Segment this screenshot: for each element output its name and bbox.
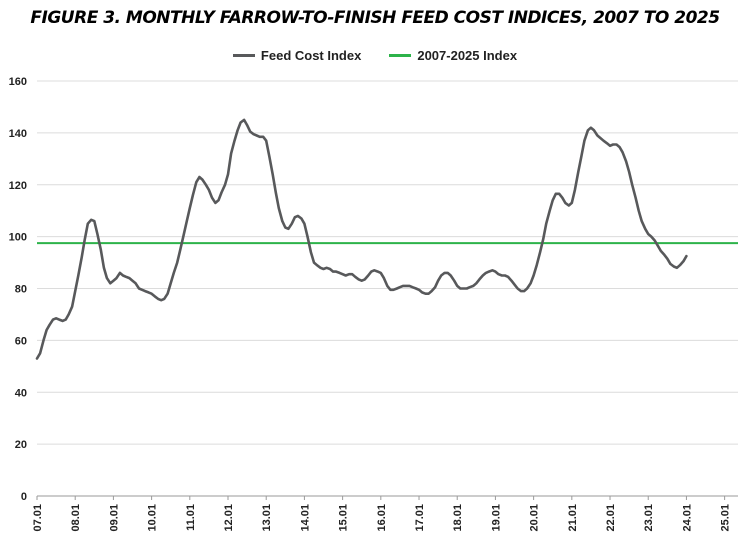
chart-title: FIGURE 3. MONTHLY FARROW-TO-FINISH FEED … xyxy=(30,8,720,28)
x-tick-label: 17.01 xyxy=(414,504,426,532)
y-tick-label: 100 xyxy=(9,232,27,244)
x-tick-label: 10.01 xyxy=(147,504,159,532)
x-tick-label: 18.01 xyxy=(452,504,464,532)
y-tick-label: 20 xyxy=(15,439,27,451)
x-tick-label: 11.01 xyxy=(185,504,197,531)
x-tick-label: 25.01 xyxy=(720,504,732,532)
y-tick-label: 140 xyxy=(9,128,27,140)
legend-item-average-index: 2007-2025 Index xyxy=(389,48,517,63)
y-tick-label: 80 xyxy=(15,284,27,296)
x-tick-label: 13.01 xyxy=(261,504,273,532)
x-tick-label: 21.01 xyxy=(567,504,579,532)
y-tick-label: 120 xyxy=(9,180,27,192)
x-tick-label: 14.01 xyxy=(299,504,311,532)
chart-legend: Feed Cost Index 2007-2025 Index xyxy=(0,48,750,63)
x-tick-label: 15.01 xyxy=(338,504,350,532)
y-tick-label: 40 xyxy=(15,387,27,399)
legend-label-feed-cost: Feed Cost Index xyxy=(260,48,362,63)
legend-swatch-average-index xyxy=(389,54,412,57)
y-tick-label: 60 xyxy=(15,335,27,347)
x-tick-label: 08.01 xyxy=(70,504,82,532)
legend-item-feed-cost: Feed Cost Index xyxy=(232,48,362,63)
x-tick-label: 07.01 xyxy=(32,504,44,532)
x-tick-label: 09.01 xyxy=(108,504,120,532)
y-tick-label: 160 xyxy=(9,76,27,88)
legend-swatch-feed-cost xyxy=(232,54,255,57)
x-tick-label: 12.01 xyxy=(223,504,235,532)
x-tick-label: 16.01 xyxy=(376,504,388,532)
x-tick-label: 22.01 xyxy=(605,504,617,532)
x-tick-label: 19.01 xyxy=(490,504,502,532)
x-tick-label: 20.01 xyxy=(529,504,541,532)
x-tick-label: 23.01 xyxy=(643,504,655,532)
series-line-feed-cost xyxy=(35,118,688,360)
y-tick-label: 0 xyxy=(21,491,27,503)
legend-label-average-index: 2007-2025 Index xyxy=(417,48,518,63)
x-tick-label: 24.01 xyxy=(681,504,693,532)
